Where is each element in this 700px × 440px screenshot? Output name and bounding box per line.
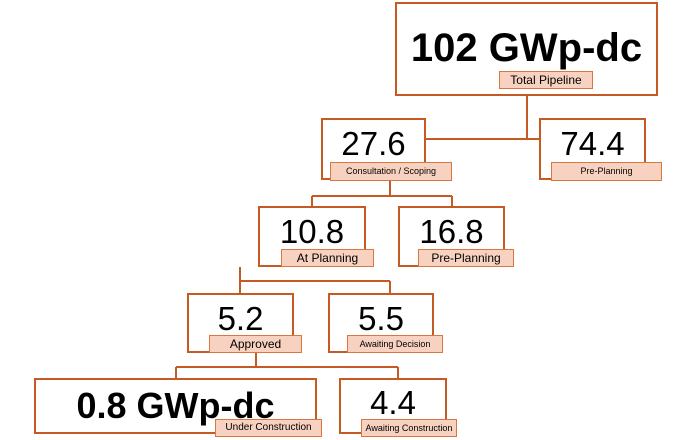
node-label: Pre-Planning: [551, 162, 662, 181]
node-value: 0.8 GWp-dc: [76, 385, 275, 426]
node-value: 5.2: [217, 300, 264, 337]
node-label: Under Construction: [215, 419, 322, 437]
node-value: 16.8: [419, 213, 484, 250]
node-label: Consultation / Scoping: [330, 162, 452, 181]
node-value: 74.4: [560, 125, 625, 162]
node-total-pipeline: 102 GWp-dc: [395, 2, 658, 96]
node-label: Pre-Planning: [418, 249, 514, 267]
node-label: At Planning: [281, 249, 374, 267]
node-value: 102 GWp-dc: [410, 26, 643, 70]
node-label: Approved: [209, 335, 302, 353]
node-value: 27.6: [341, 125, 406, 162]
node-value: 10.8: [279, 213, 345, 250]
node-label: Awaiting Decision: [347, 335, 443, 353]
node-label: Awaiting Construction: [361, 419, 457, 437]
node-value: 4.4: [370, 384, 416, 421]
node-label: Total Pipeline: [499, 71, 593, 89]
node-value: 5.5: [358, 300, 404, 337]
